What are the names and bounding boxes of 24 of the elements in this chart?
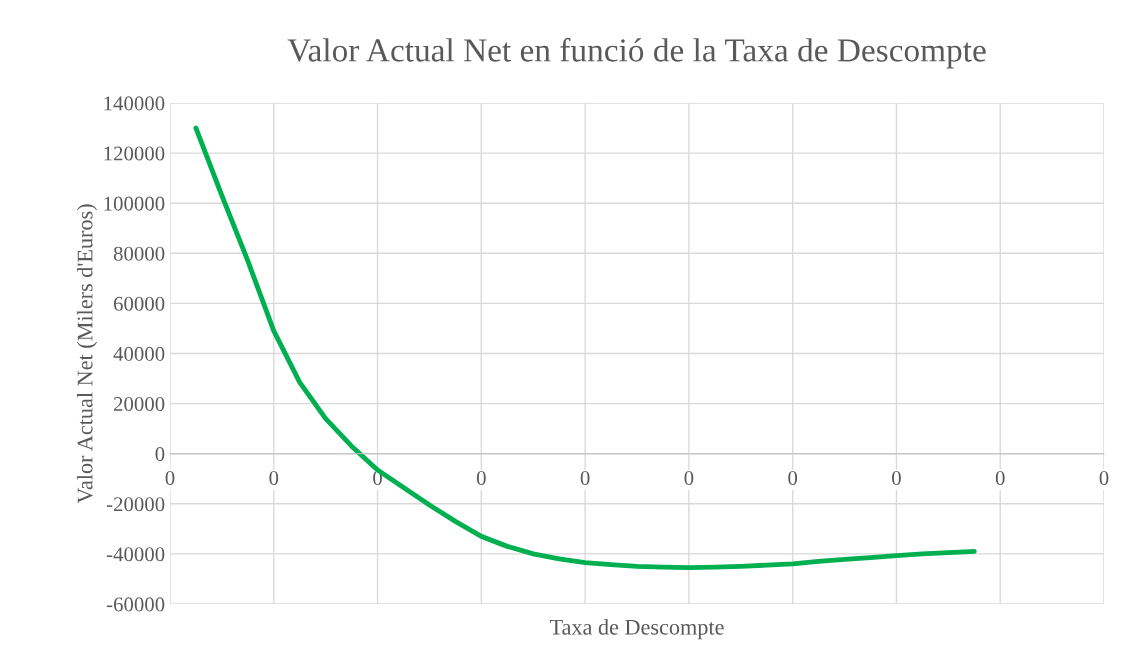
y-tick-label: -40000 [106, 547, 165, 562]
x-tick-label: 0 [580, 470, 590, 486]
x-tick-label: 0 [684, 470, 694, 486]
x-tick-label: 0 [892, 470, 901, 486]
y-tick-label: 120000 [104, 146, 165, 161]
y-tick-label: -60000 [106, 597, 165, 612]
y-tick-label: 100000 [104, 196, 165, 211]
y-tick-label: 0 [155, 447, 165, 462]
y-tick-label: 80000 [113, 246, 165, 261]
y-axis-title: Valor Actual Net (Milers d'Euros) [76, 204, 98, 504]
y-tick-label: 40000 [113, 346, 165, 361]
x-axis-title: Taxa de Descompte [549, 619, 724, 640]
x-tick-label: 0 [995, 470, 1005, 486]
y-tick-label: 20000 [113, 396, 165, 412]
x-tick-label: 0 [269, 470, 279, 486]
chart-title: Valor Actual Net en funció de la Taxa de Descompte [287, 37, 986, 69]
x-tick-label: 0 [788, 470, 798, 486]
x-tick-label: 0 [1099, 470, 1109, 486]
y-tick-label: 60000 [113, 296, 165, 311]
y-tick-label: -20000 [106, 497, 165, 512]
x-tick-label: 0 [165, 470, 175, 486]
y-tick-label: 140000 [104, 96, 165, 111]
x-tick-label: 0 [476, 470, 486, 486]
line-series [193, 125, 977, 571]
